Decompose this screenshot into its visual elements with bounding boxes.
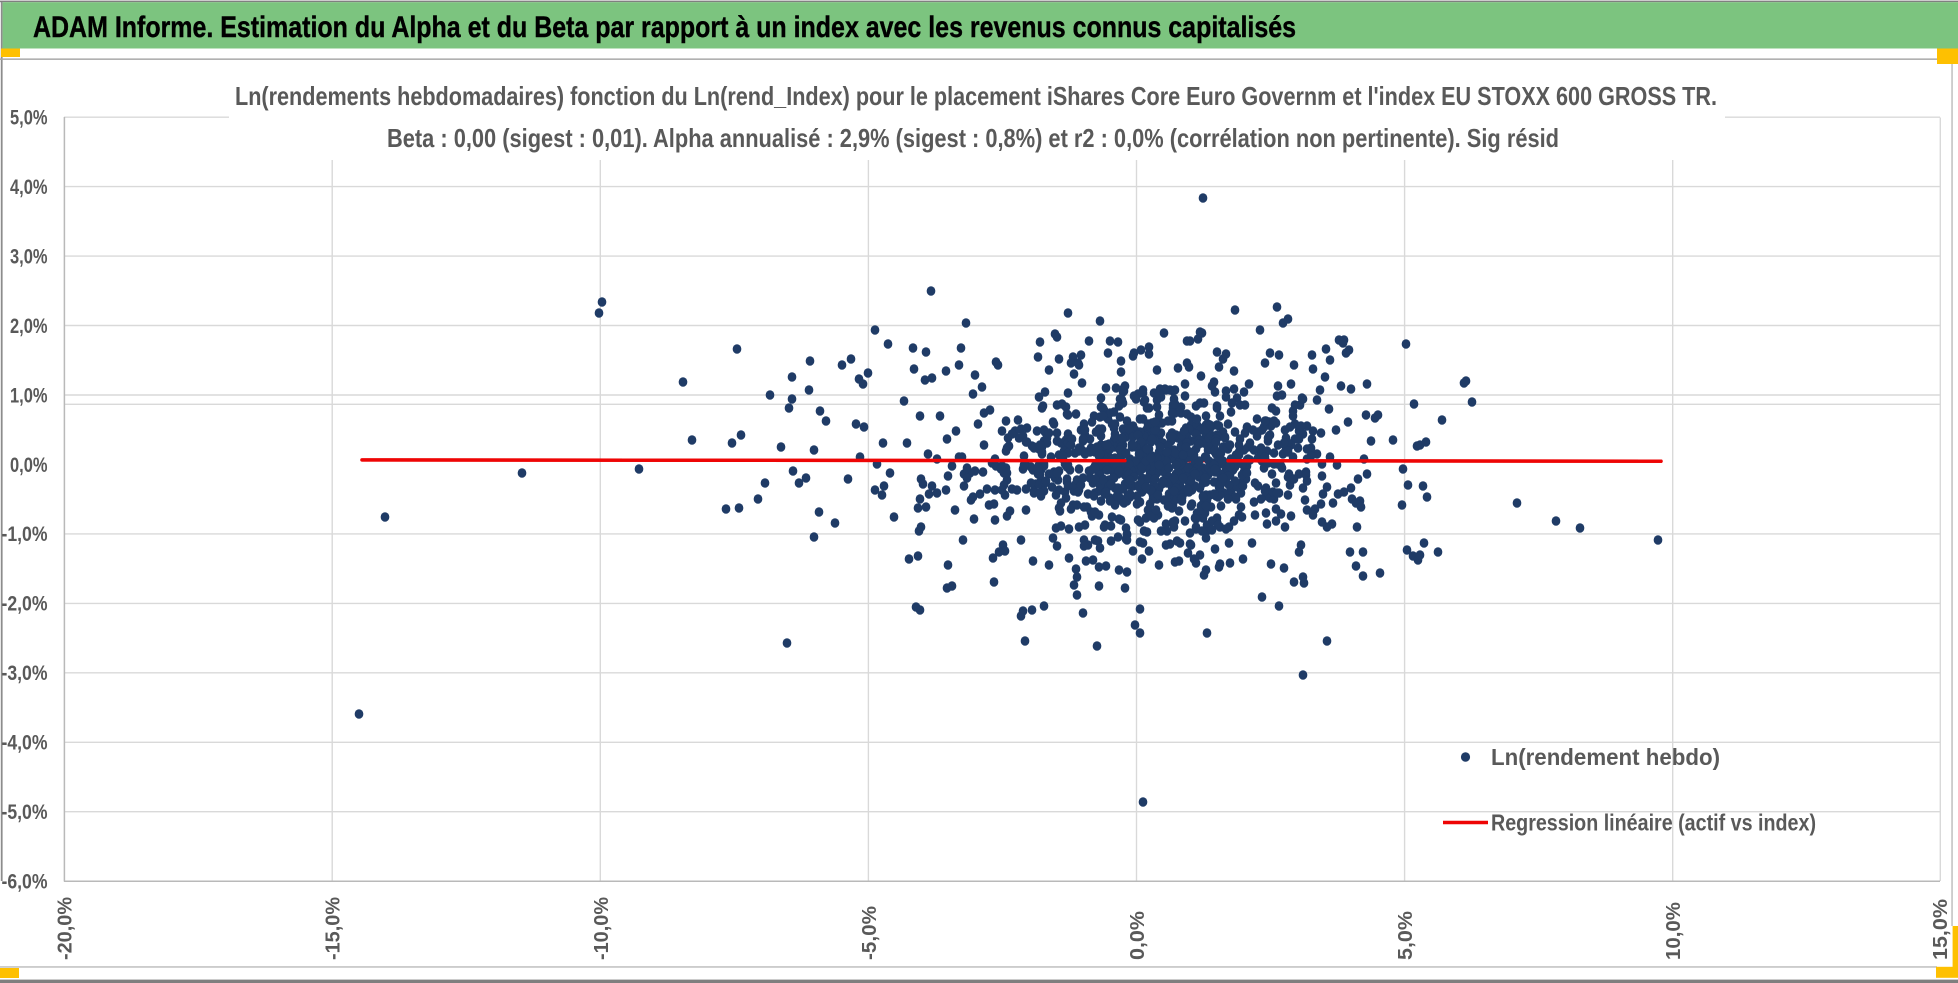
svg-text:5,0%: 5,0% [1395, 911, 1417, 960]
svg-text:-3,0%: -3,0% [2, 661, 48, 685]
svg-text:-10,0%: -10,0% [591, 897, 613, 960]
svg-text:0,0%: 0,0% [10, 453, 48, 477]
svg-text:-4,0%: -4,0% [2, 731, 48, 755]
svg-text:Ln(rendements hebdomadaires) f: Ln(rendements hebdomadaires) fonction du… [235, 81, 1717, 111]
svg-text:3,0%: 3,0% [10, 244, 48, 268]
svg-text:5,0%: 5,0% [10, 106, 48, 130]
svg-text:Regression linéaire (actif vs: Regression linéaire (actif vs index) [1491, 810, 1816, 836]
svg-text:Ln(rendement hebdo): Ln(rendement hebdo) [1491, 744, 1720, 770]
svg-text:0,0%: 0,0% [1127, 911, 1149, 960]
svg-text:-20,0%: -20,0% [55, 897, 77, 960]
svg-text:-6,0%: -6,0% [2, 870, 48, 894]
svg-text:1,0%: 1,0% [10, 383, 48, 407]
svg-text:2,0%: 2,0% [10, 314, 48, 338]
svg-text:ADAM Informe. Estimation du Al: ADAM Informe. Estimation du Alpha et du … [33, 11, 1296, 44]
svg-text:-2,0%: -2,0% [2, 592, 48, 616]
svg-text:-15,0%: -15,0% [323, 897, 345, 960]
svg-text:15,0%: 15,0% [1930, 899, 1952, 960]
svg-text:Beta : 0,00 (sigest : 0,01).: Beta : 0,00 (sigest : 0,01). Alpha annua… [387, 123, 1559, 153]
svg-text:4,0%: 4,0% [10, 175, 48, 199]
svg-text:-1,0%: -1,0% [2, 522, 48, 546]
svg-text:-5,0%: -5,0% [859, 906, 881, 960]
svg-text:-5,0%: -5,0% [2, 800, 48, 824]
svg-text:10,0%: 10,0% [1663, 902, 1685, 960]
